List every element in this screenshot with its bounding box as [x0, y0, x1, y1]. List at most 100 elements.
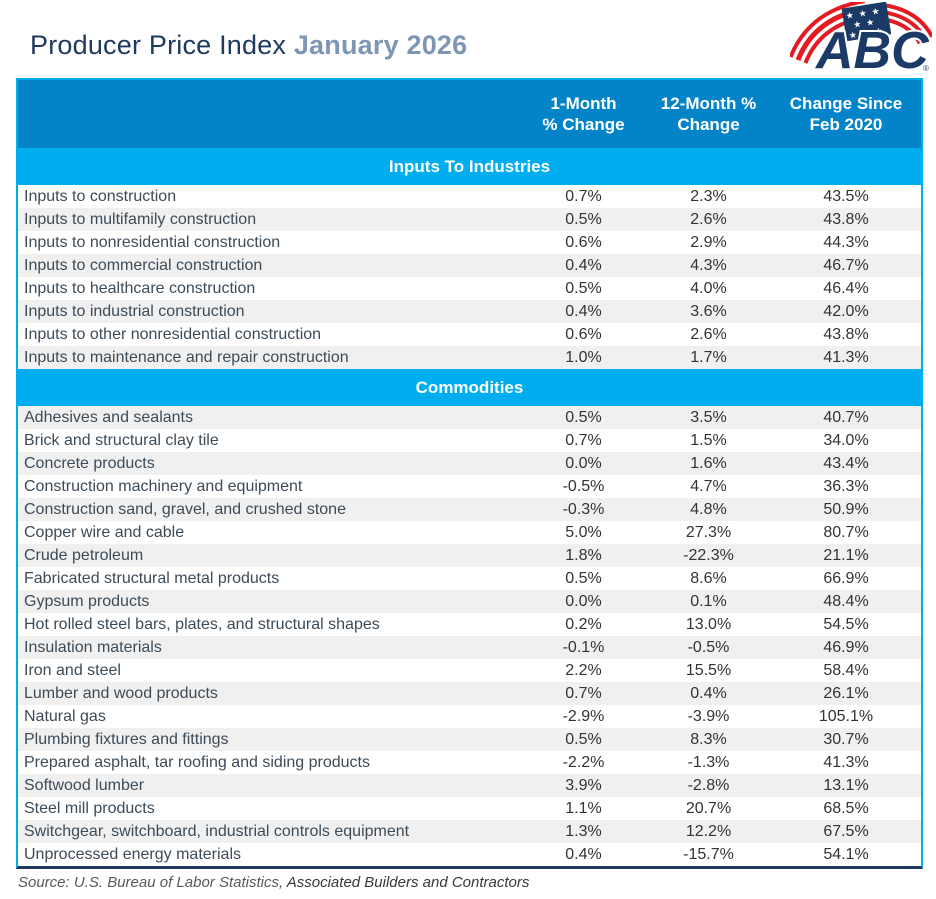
row-label: Brick and structural clay tile	[24, 431, 219, 449]
row-value: 66.9%	[823, 569, 869, 587]
table-row: Inputs to commercial construction 0.4% 4.3…	[18, 254, 921, 277]
table-row: Switchgear, switchboard, industrial cont…	[18, 820, 921, 843]
row-value: 26.1%	[823, 684, 869, 702]
row-value: 1.1%	[565, 799, 602, 817]
row-value: 50.9%	[823, 500, 869, 518]
section-header: Commodities	[18, 369, 921, 406]
row-value: 67.5%	[823, 822, 869, 840]
row-value: 0.0%	[565, 592, 602, 610]
row-label: Plumbing fixtures and fittings	[24, 730, 229, 748]
row-value: 2.2%	[565, 661, 602, 679]
row-value: 0.5%	[565, 408, 602, 426]
row-value: 1.6%	[690, 454, 727, 472]
table-row: Steel mill products 1.1% 20.7% 68.5%	[18, 797, 921, 820]
row-value: 1.3%	[565, 822, 602, 840]
row-value: -0.5%	[687, 638, 730, 656]
row-value: -22.3%	[683, 546, 734, 564]
row-label: Inputs to multifamily construction	[24, 210, 257, 228]
row-value: 1.0%	[565, 348, 602, 366]
table-row: Inputs to maintenance and repair constru…	[18, 346, 921, 369]
table-row: Inputs to multifamily construction 0.5% 2.…	[18, 208, 921, 231]
row-value: 40.7%	[823, 408, 869, 426]
row-value: 13.1%	[823, 776, 869, 794]
row-value: 0.5%	[565, 210, 602, 228]
table-row: Construction sand, gravel, and crushed s…	[18, 498, 921, 521]
table-row: Copper wire and cable 5.0% 27.3% 80.7%	[18, 521, 921, 544]
row-label: Lumber and wood products	[24, 684, 218, 702]
row-label: Softwood lumber	[24, 776, 145, 794]
abc-logo-text: ABC	[814, 22, 930, 74]
abc-logo: ★ ★ ★ ★ ★ ★ ★ ★ ABC ®	[790, 2, 932, 74]
row-value: 0.0%	[565, 454, 602, 472]
row-value: 0.1%	[690, 592, 727, 610]
page-header: Producer Price Index January 2026 ★ ★ ★ ★ ★…	[0, 0, 936, 78]
row-value: 3.6%	[690, 302, 727, 320]
row-value: 43.5%	[823, 187, 869, 205]
table-row: Fabricated structural metal products 0.5%…	[18, 567, 921, 590]
row-value: 4.8%	[690, 500, 727, 518]
row-value: 4.0%	[690, 279, 727, 297]
row-value: 2.6%	[690, 210, 727, 228]
table-row: Adhesives and sealants 0.5% 3.5% 40.7%	[18, 406, 921, 429]
column-header-spacer	[18, 80, 521, 148]
row-value: -15.7%	[683, 845, 734, 863]
row-value: 43.4%	[823, 454, 869, 472]
row-label: Unprocessed energy materials	[24, 845, 241, 863]
row-value: 46.9%	[823, 638, 869, 656]
svg-text:★: ★	[871, 7, 881, 18]
row-label: Steel mill products	[24, 799, 155, 817]
row-value: 43.8%	[823, 210, 869, 228]
row-value: 54.5%	[823, 615, 869, 633]
row-value: 44.3%	[823, 233, 869, 251]
row-value: 1.8%	[565, 546, 602, 564]
column-header-12-month: 12-Month % Change	[660, 94, 757, 134]
row-value: 54.1%	[823, 845, 869, 863]
table-row: Prepared asphalt, tar roofing and siding…	[18, 751, 921, 774]
table-row: Gypsum products 0.0% 0.1% 48.4%	[18, 590, 921, 613]
row-label: Construction sand, gravel, and crushed s…	[24, 500, 346, 518]
svg-text:★: ★	[848, 31, 858, 42]
row-value: 42.0%	[823, 302, 869, 320]
row-value: 105.1%	[818, 707, 874, 725]
row-value: 2.9%	[690, 233, 727, 251]
row-value: 0.7%	[565, 431, 602, 449]
row-value: -0.1%	[562, 638, 605, 656]
row-value: 0.2%	[565, 615, 602, 633]
row-value: 8.3%	[690, 730, 727, 748]
row-label: Fabricated structural metal products	[24, 569, 280, 587]
table-row: Unprocessed energy materials 0.4% -15.7% 54…	[18, 843, 921, 866]
table-row: Inputs to construction 0.7% 2.3% 43.5%	[18, 185, 921, 208]
row-value: 0.4%	[690, 684, 727, 702]
table-row: Inputs to healthcare construction 0.5% 4.0…	[18, 277, 921, 300]
row-label: Inputs to construction	[24, 187, 177, 205]
row-value: 0.6%	[565, 233, 602, 251]
row-value: 2.6%	[690, 325, 727, 343]
table-row: Lumber and wood products 0.7% 0.4% 26.1%	[18, 682, 921, 705]
svg-text:★: ★	[853, 20, 863, 31]
row-value: -3.9%	[687, 707, 730, 725]
table-row: Plumbing fixtures and fittings 0.5% 8.3% 30…	[18, 728, 921, 751]
ppi-table: 1-Month % Change 12-Month % Change Chang…	[16, 78, 923, 869]
row-label: Switchgear, switchboard, industrial cont…	[24, 822, 410, 840]
row-value: 36.3%	[823, 477, 869, 495]
source-prefix: Source: U.S. Bureau of Labor Statistics,	[18, 874, 287, 891]
svg-text:★: ★	[858, 9, 868, 20]
row-label: Inputs to maintenance and repair constru…	[24, 348, 349, 366]
page-title-period: January 2026	[293, 30, 468, 60]
flag-canton-icon: ★ ★ ★ ★ ★ ★ ★ ★	[841, 2, 892, 42]
row-value: 58.4%	[823, 661, 869, 679]
row-label: Inputs to industrial construction	[24, 302, 245, 320]
row-value: 46.4%	[823, 279, 869, 297]
row-value: 27.3%	[685, 523, 732, 541]
row-value: 12.2%	[685, 822, 732, 840]
section-header: Inputs To Industries	[18, 148, 921, 185]
row-label: Gypsum products	[24, 592, 150, 610]
row-value: -0.5%	[562, 477, 605, 495]
row-value: -0.3%	[562, 500, 605, 518]
row-value: 0.5%	[565, 569, 602, 587]
row-value: -2.9%	[562, 707, 605, 725]
registered-mark: ®	[923, 64, 929, 73]
table-row: Inputs to industrial construction 0.4% 3.6…	[18, 300, 921, 323]
row-value: 15.5%	[685, 661, 732, 679]
table-row: Hot rolled steel bars, plates, and struc…	[18, 613, 921, 636]
